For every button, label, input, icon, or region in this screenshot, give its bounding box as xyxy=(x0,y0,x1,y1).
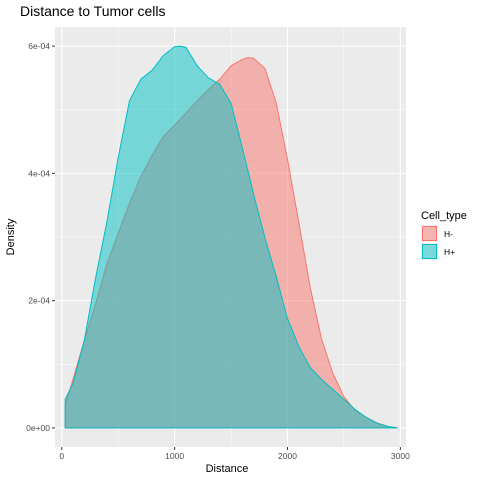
plot-area xyxy=(55,27,406,447)
y-tick-label: 2e-04 xyxy=(28,296,50,306)
axes: 0 1000 2000 3000 0e+00 2e-04 4e-04 6e-04 xyxy=(26,41,410,461)
legend-swatch xyxy=(422,244,437,259)
y-tick-label: 0e+00 xyxy=(26,423,50,433)
legend: Cell_type H- H+ xyxy=(421,210,467,260)
legend-swatch xyxy=(422,226,437,241)
y-axis-title: Density xyxy=(5,218,17,255)
legend-label: H- xyxy=(444,229,453,239)
x-axis-title: Distance xyxy=(206,463,249,475)
legend-title: Cell_type xyxy=(421,210,467,222)
x-tick-label: 1000 xyxy=(165,451,184,461)
legend-label: H+ xyxy=(444,247,455,257)
x-tick-label: 3000 xyxy=(391,451,410,461)
x-tick-label: 2000 xyxy=(278,451,297,461)
y-tick-label: 4e-04 xyxy=(28,168,50,178)
density-area-Hplus xyxy=(64,45,398,429)
chart-title: Distance to Tumor cells xyxy=(20,3,166,19)
x-tick-label: 0 xyxy=(59,451,64,461)
y-tick-label: 6e-04 xyxy=(28,41,50,51)
